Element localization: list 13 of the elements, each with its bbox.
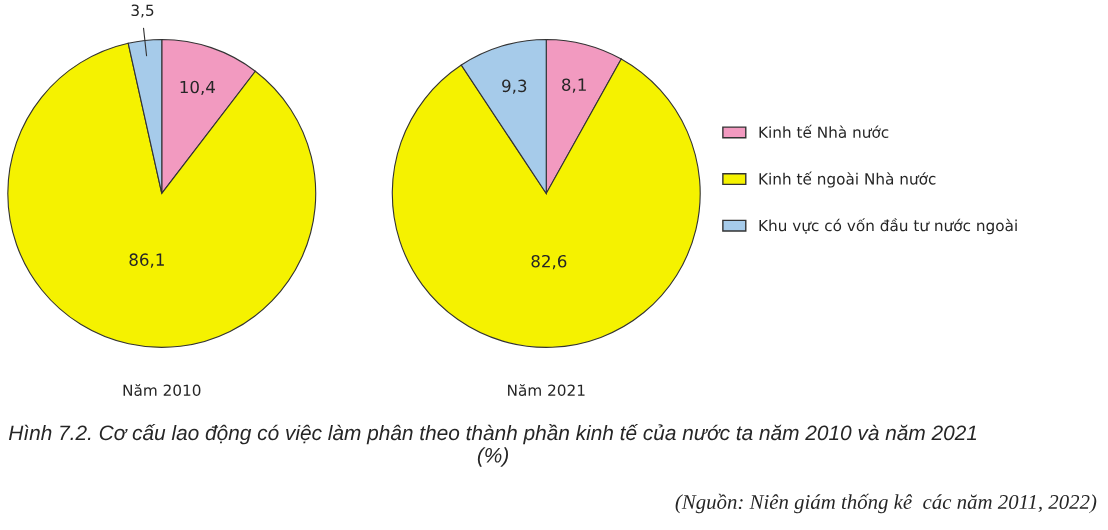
- data-label: 82,6: [531, 254, 567, 270]
- text: Hình 7.2. Cơ cấu lao động có việc làm phân theo thành phần kinh tế của nước ta năm 2010 và năm 2021 (%): [8, 424, 977, 467]
- data-label: 9,3: [502, 79, 527, 94]
- legend-label: Kinh tế ngoài Nhà nước: [759, 171, 936, 188]
- text: Năm 2021: [508, 384, 585, 397]
- text: Năm 2010: [123, 384, 201, 397]
- data-label: 8,1: [562, 78, 586, 93]
- legend-label: Khu vực có vốn đầu tư nước ngoài: [759, 218, 1017, 235]
- data-label: 86,1: [129, 253, 164, 268]
- data-label: 10,4: [180, 80, 215, 95]
- data-label: 3,5: [131, 4, 154, 18]
- legend-label: Kinh tế Nhà nước: [759, 124, 889, 138]
- text: (Nguồn: Niên giám thống kê các năm 2011, 2022): [675, 493, 1097, 514]
